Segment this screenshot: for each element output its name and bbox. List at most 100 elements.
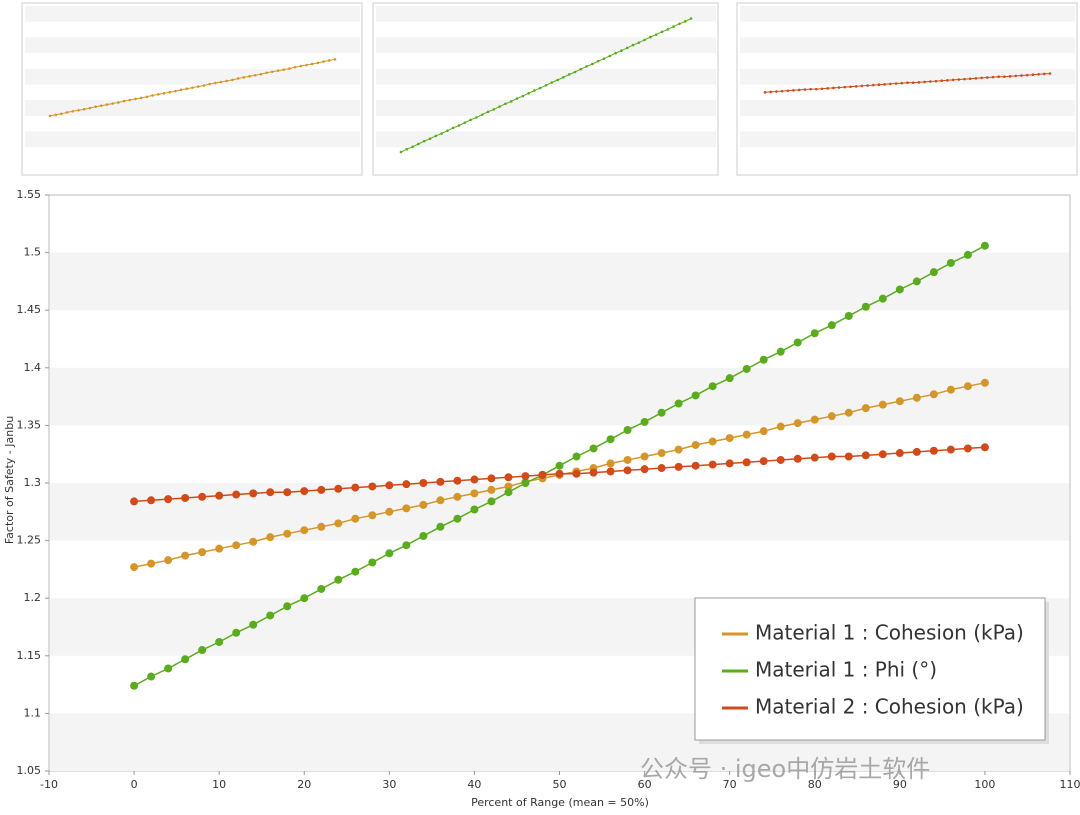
data-point bbox=[105, 103, 109, 106]
data-point bbox=[538, 86, 542, 90]
grid-band bbox=[50, 367, 1069, 426]
data-point bbox=[470, 475, 479, 484]
y-tick-label: 1.35 bbox=[17, 418, 42, 431]
data-point bbox=[164, 495, 173, 504]
data-point bbox=[640, 452, 649, 461]
data-point bbox=[469, 118, 472, 122]
thumbnail-band bbox=[740, 6, 1075, 22]
thumbnail-band bbox=[740, 100, 1075, 116]
thumbnail-frame bbox=[21, 2, 363, 176]
thumbnail-band bbox=[376, 6, 716, 22]
data-point bbox=[826, 87, 829, 90]
data-point bbox=[991, 75, 995, 79]
data-point bbox=[1031, 73, 1035, 77]
data-point bbox=[504, 473, 513, 482]
data-point bbox=[556, 78, 559, 82]
data-point bbox=[198, 548, 207, 557]
data-point bbox=[453, 476, 462, 485]
data-point bbox=[666, 28, 670, 31]
data-point bbox=[596, 59, 600, 63]
data-point bbox=[708, 437, 717, 446]
data-point bbox=[776, 422, 785, 431]
data-point bbox=[974, 77, 978, 80]
thumbnails bbox=[21, 2, 1078, 176]
thumbnail-band bbox=[25, 100, 360, 116]
data-point bbox=[860, 84, 864, 88]
data-point bbox=[934, 79, 938, 83]
data-point bbox=[895, 397, 904, 406]
data-point bbox=[351, 483, 360, 492]
data-point bbox=[232, 628, 241, 637]
data-point bbox=[94, 105, 97, 109]
thumbnail-frame bbox=[736, 2, 1078, 176]
data-point bbox=[328, 59, 331, 62]
data-point bbox=[742, 430, 751, 439]
data-point bbox=[215, 491, 224, 500]
data-point bbox=[940, 79, 943, 83]
data-point bbox=[672, 25, 675, 28]
data-point bbox=[637, 41, 641, 44]
data-point bbox=[174, 89, 177, 93]
data-point bbox=[792, 89, 795, 92]
thumbnail-band bbox=[376, 37, 716, 54]
data-point bbox=[521, 472, 530, 481]
data-point bbox=[470, 489, 479, 498]
data-point bbox=[162, 91, 166, 95]
data-point bbox=[623, 455, 632, 464]
data-point bbox=[1037, 73, 1040, 76]
data-point bbox=[333, 58, 337, 61]
data-point bbox=[968, 77, 972, 81]
data-point bbox=[283, 488, 292, 497]
data-point bbox=[797, 88, 801, 92]
data-point bbox=[606, 435, 615, 444]
data-point bbox=[854, 85, 858, 88]
thumbnail-band bbox=[25, 6, 360, 22]
data-point bbox=[504, 482, 513, 491]
data-point bbox=[883, 83, 886, 86]
data-point bbox=[475, 116, 478, 119]
x-tick-label: 80 bbox=[808, 778, 822, 791]
x-tick-label: 10 bbox=[212, 778, 226, 791]
thumbnail-band bbox=[376, 131, 716, 148]
data-point bbox=[283, 529, 292, 538]
data-point bbox=[986, 76, 989, 79]
data-point bbox=[1020, 74, 1023, 77]
thumbnail-band bbox=[740, 37, 1075, 54]
data-point bbox=[815, 87, 818, 91]
data-point bbox=[844, 408, 853, 417]
y-tick-label: 1.1 bbox=[24, 706, 42, 719]
data-point bbox=[322, 60, 325, 63]
data-point bbox=[538, 470, 547, 479]
data-point bbox=[769, 90, 772, 94]
data-point bbox=[640, 417, 649, 426]
data-point bbox=[248, 75, 251, 78]
data-point bbox=[980, 76, 983, 80]
data-point bbox=[60, 112, 63, 116]
y-tick-label: 1.05 bbox=[17, 764, 42, 777]
data-point bbox=[929, 390, 938, 399]
data-point bbox=[405, 147, 409, 151]
data-point bbox=[827, 412, 836, 421]
data-point bbox=[77, 108, 80, 112]
data-point bbox=[253, 73, 257, 77]
y-tick-label: 1.45 bbox=[17, 303, 42, 316]
thumbnail-frame bbox=[372, 2, 719, 176]
data-point bbox=[894, 82, 898, 85]
data-point bbox=[997, 75, 1000, 79]
data-point bbox=[654, 33, 658, 36]
data-point bbox=[436, 477, 445, 486]
data-point bbox=[674, 399, 683, 408]
data-point bbox=[334, 484, 343, 493]
data-point bbox=[572, 469, 581, 478]
data-point bbox=[249, 620, 258, 629]
thumbnail-band bbox=[740, 68, 1075, 85]
data-point bbox=[708, 460, 717, 469]
data-point bbox=[179, 88, 183, 92]
data-point bbox=[608, 54, 612, 58]
data-point bbox=[657, 408, 666, 417]
data-point bbox=[65, 111, 69, 114]
data-point bbox=[48, 114, 52, 118]
data-point bbox=[567, 73, 571, 76]
data-point bbox=[470, 505, 479, 514]
data-point bbox=[678, 22, 681, 26]
